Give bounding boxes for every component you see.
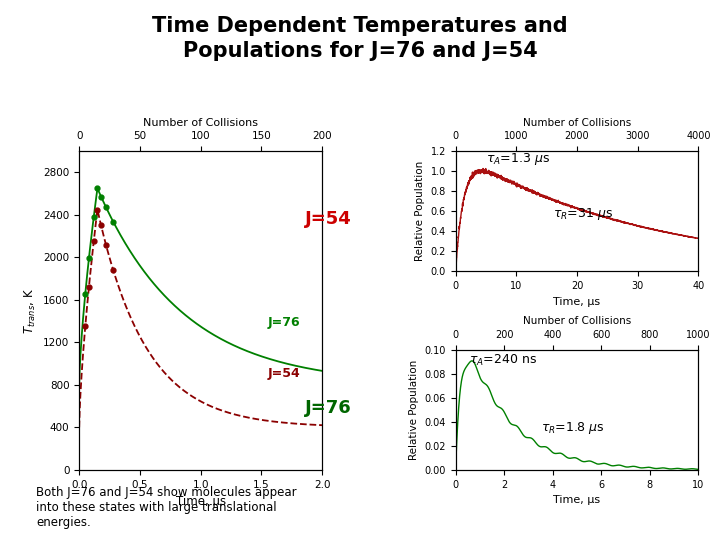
Text: $\tau_A$=240 ns: $\tau_A$=240 ns — [469, 353, 537, 368]
Text: $\tau_R$=31 $\mu$s: $\tau_R$=31 $\mu$s — [553, 206, 613, 222]
Text: $\tau_A$=1.3 $\mu$s: $\tau_A$=1.3 $\mu$s — [486, 151, 550, 167]
Text: Time Dependent Temperatures and
Populations for J=76 and J=54: Time Dependent Temperatures and Populati… — [152, 16, 568, 61]
Text: Both J=76 and J=54 show molecules appear
into these states with large translatio: Both J=76 and J=54 show molecules appear… — [36, 486, 297, 529]
Text: J=54: J=54 — [305, 210, 351, 228]
X-axis label: Number of Collisions: Number of Collisions — [143, 118, 258, 128]
Y-axis label: Relative Population: Relative Population — [415, 161, 425, 261]
Text: J=54: J=54 — [267, 367, 300, 380]
Y-axis label: $T_{trans}$, K: $T_{trans}$, K — [22, 287, 37, 334]
X-axis label: Time, μs: Time, μs — [554, 495, 600, 505]
X-axis label: Time, μs: Time, μs — [554, 296, 600, 307]
X-axis label: Number of Collisions: Number of Collisions — [523, 118, 631, 128]
X-axis label: Time, μs: Time, μs — [176, 495, 225, 508]
X-axis label: Number of Collisions: Number of Collisions — [523, 316, 631, 326]
Y-axis label: Relative Population: Relative Population — [409, 360, 419, 460]
Text: J=76: J=76 — [305, 399, 351, 417]
Text: J=76: J=76 — [267, 316, 300, 329]
Text: $\tau_R$=1.8 $\mu$s: $\tau_R$=1.8 $\mu$s — [541, 420, 604, 436]
